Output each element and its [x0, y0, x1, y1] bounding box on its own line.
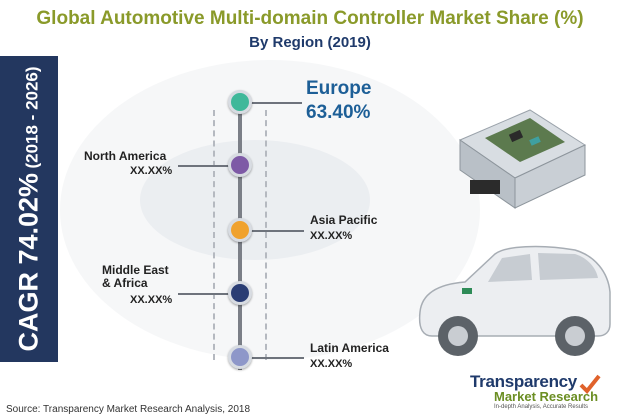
controller-module-image — [458, 109, 587, 209]
checkmark-icon — [579, 374, 601, 394]
region-label-latin-america: Latin America — [310, 341, 389, 355]
logo-name-line2: Market Research — [494, 389, 599, 404]
region-value-europe: 63.40% — [306, 102, 371, 123]
asia-pacific-connector — [248, 230, 304, 232]
latin-america-node — [228, 345, 252, 369]
tmr-logo: Transparency Market Research In-depth An… — [470, 372, 615, 410]
region-label-north-america: North America — [84, 149, 167, 163]
region-value-asia-pacific: XX.XX% — [310, 230, 353, 242]
region-label-asia-pacific: Asia Pacific — [310, 213, 378, 227]
north-america-node — [228, 153, 252, 177]
chart-title: Global Automotive Multi-domain Controlle… — [36, 8, 584, 29]
timeline-dashed-guide — [265, 110, 267, 360]
cagr-period: (2018 - 2026) — [22, 66, 42, 169]
region-label-middle-east-africa: Middle East & Africa — [102, 263, 169, 290]
cagr-panel — [0, 56, 58, 362]
north-america-connector — [178, 165, 232, 167]
region-value-north-america: XX.XX% — [130, 165, 173, 177]
region-label-europe: Europe — [306, 78, 372, 99]
region-value-middle-east-africa: XX.XX% — [130, 294, 173, 306]
car-image — [418, 245, 611, 356]
source-note: Source: Transparency Market Research Ana… — [6, 404, 251, 415]
chart-subtitle: By Region (2019) — [249, 34, 371, 51]
timeline-dashed-guide — [213, 110, 215, 360]
logo-tagline: In-depth Analysis, Accurate Results — [494, 404, 589, 410]
cagr-value: CAGR 74.02% — [13, 172, 44, 352]
cagr-text: CAGR 74.02% (2018 - 2026) — [14, 66, 45, 351]
europe-node — [228, 90, 252, 114]
background-shape — [140, 140, 370, 260]
middle-east-africa-connector — [178, 293, 232, 295]
latin-america-connector — [248, 357, 304, 359]
asia-pacific-node — [228, 218, 252, 242]
europe-connector — [250, 102, 302, 104]
logo-name-line1: Transparency — [470, 372, 577, 391]
middle-east-africa-node — [228, 281, 252, 305]
region-value-latin-america: XX.XX% — [310, 358, 353, 370]
